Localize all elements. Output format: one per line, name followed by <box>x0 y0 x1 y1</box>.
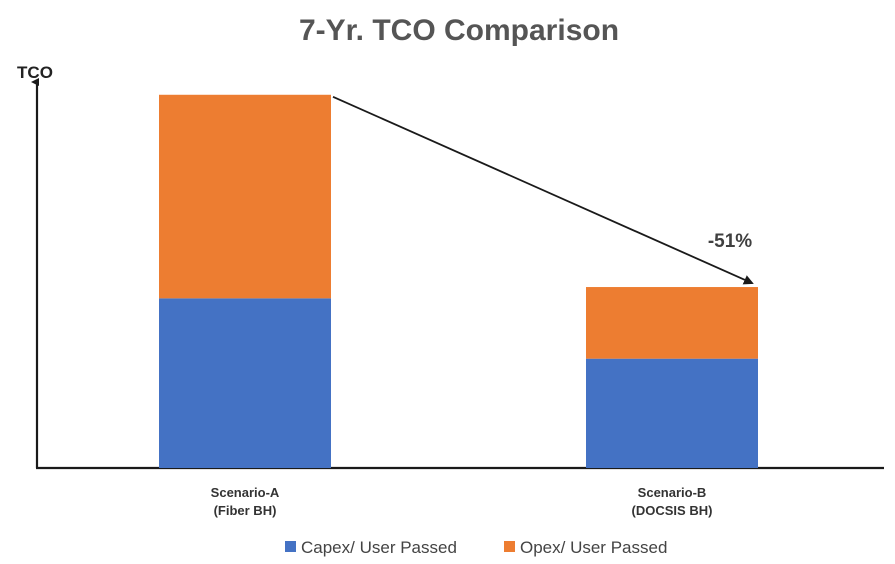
bar-capex-2 <box>586 358 758 468</box>
legend: Capex/ User Passed Opex/ User Passed <box>285 538 667 557</box>
annotation-label: -51% <box>708 231 752 252</box>
category-label-1-line-1: Scenario-A <box>211 485 280 500</box>
category-labels: Scenario-A (Fiber BH) Scenario-B (DOCSIS BH… <box>211 485 713 518</box>
bars-group <box>159 94 758 468</box>
bar-opex-2 <box>586 287 758 359</box>
annotation-arrow <box>332 95 754 285</box>
category-label-2-line-1: Scenario-B <box>638 485 707 500</box>
legend-label-capex: Capex/ User Passed <box>301 538 457 557</box>
bar-capex-1 <box>159 298 331 468</box>
bar-opex-1 <box>159 94 331 299</box>
legend-label-opex: Opex/ User Passed <box>520 538 667 557</box>
category-label-2-line-2: (DOCSIS BH) <box>632 503 713 518</box>
chart-title: 7-Yr. TCO Comparison <box>299 14 619 47</box>
y-axis-label: TCO <box>17 63 53 82</box>
legend-swatch-opex <box>504 541 515 552</box>
category-label-1-line-2: (Fiber BH) <box>214 503 277 518</box>
legend-swatch-capex <box>285 541 296 552</box>
